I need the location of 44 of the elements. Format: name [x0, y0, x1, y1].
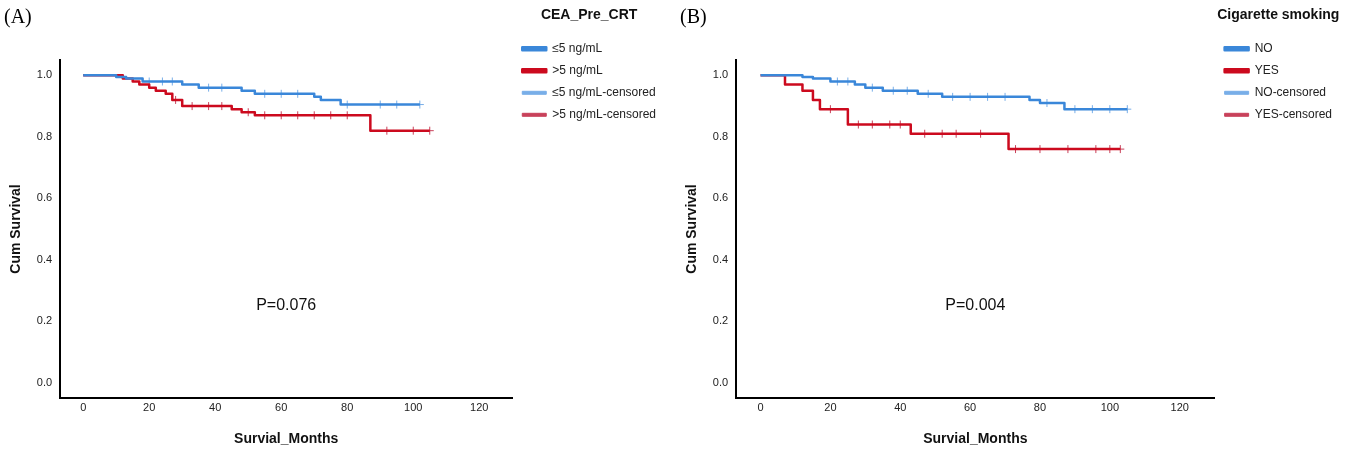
y-tick-label: 0.2: [36, 314, 53, 327]
y-tick-label: 0.6: [712, 191, 729, 204]
legend-title: CEA_Pre_CRT: [540, 5, 638, 22]
legend-label: >5 ng/mL: [552, 63, 603, 78]
legend-label: YES: [1254, 63, 1279, 78]
y-tick-label: 1.0: [36, 68, 53, 81]
y-tick-label: 0.0: [712, 375, 729, 388]
y-tick-label: 0.0: [36, 375, 53, 388]
annotation: P=0.004: [945, 296, 1006, 314]
x-tick-label: 120: [1170, 400, 1189, 413]
x-tick-label: 60: [275, 400, 288, 413]
legend-label: NO-censored: [1254, 85, 1326, 100]
x-tick-label: 100: [1100, 400, 1120, 413]
legend-label: >5 ng/mL-censored: [552, 107, 657, 122]
y-tick-label: 0.2: [712, 314, 729, 327]
y-tick-label: 0.8: [36, 129, 53, 142]
annotation: P=0.076: [256, 296, 317, 314]
x-axis-title: Survial_Months: [923, 430, 1028, 447]
legend-label: YES-censored: [1254, 107, 1332, 122]
y-tick-label: 0.8: [712, 129, 729, 142]
legend-title: Cigarette smoking: [1217, 5, 1340, 22]
x-tick-label: 100: [404, 400, 423, 413]
y-axis-title: Cum Survival: [683, 184, 700, 274]
chart-title: (B): [680, 5, 707, 29]
legend-label: ≤5 ng/mL: [552, 41, 603, 56]
y-tick-label: 0.6: [36, 191, 53, 204]
x-tick-label: 0: [757, 400, 764, 413]
y-tick-label: 0.4: [36, 252, 53, 265]
x-tick-label: 60: [963, 400, 977, 413]
legend-label: ≤5 ng/mL-censored: [552, 85, 656, 100]
chart-title: (A): [4, 5, 32, 29]
y-tick-label: 1.0: [712, 68, 729, 81]
x-tick-label: 40: [209, 400, 222, 413]
x-tick-label: 0: [80, 400, 87, 413]
x-tick-label: 80: [1033, 400, 1047, 413]
legend-label: NO: [1254, 41, 1273, 56]
x-tick-label: 80: [341, 400, 354, 413]
x-tick-label: 120: [470, 400, 489, 413]
x-tick-label: 20: [143, 400, 156, 413]
x-axis-title: Survial_Months: [234, 430, 339, 447]
y-axis-title: Cum Survival: [7, 184, 24, 274]
x-tick-label: 40: [894, 400, 907, 413]
x-tick-label: 20: [824, 400, 837, 413]
y-tick-label: 0.4: [712, 252, 729, 265]
